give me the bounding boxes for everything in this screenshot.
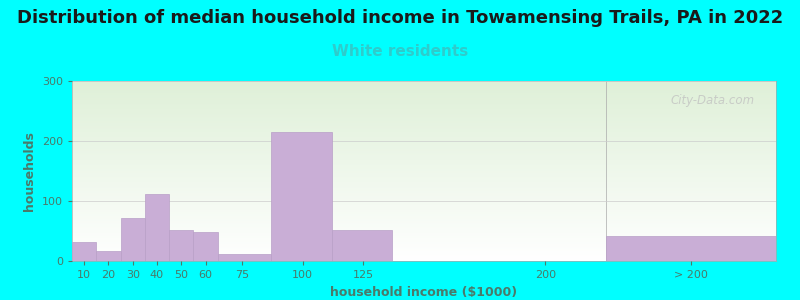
Text: City-Data.com: City-Data.com xyxy=(670,94,755,106)
Bar xyxy=(194,232,218,261)
Y-axis label: households: households xyxy=(23,131,36,211)
Bar xyxy=(72,242,96,261)
X-axis label: household income ($1000): household income ($1000) xyxy=(330,286,518,298)
Text: White residents: White residents xyxy=(332,44,468,59)
Bar xyxy=(121,218,145,261)
Bar xyxy=(218,254,271,261)
Bar xyxy=(96,251,121,261)
Bar xyxy=(332,230,393,261)
Bar xyxy=(169,230,194,261)
Text: Distribution of median household income in Towamensing Trails, PA in 2022: Distribution of median household income … xyxy=(17,9,783,27)
Bar xyxy=(145,194,169,261)
Bar xyxy=(606,236,776,261)
Bar xyxy=(271,132,332,261)
